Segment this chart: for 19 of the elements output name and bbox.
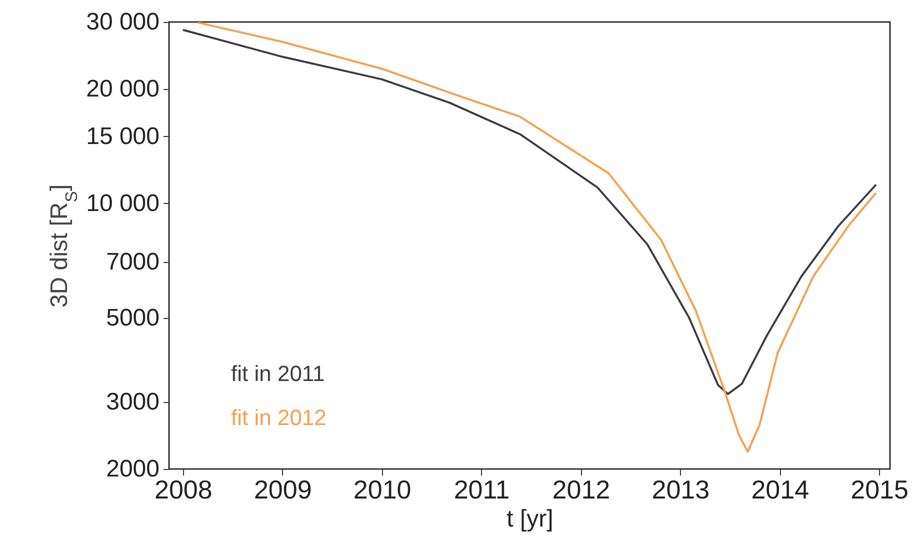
line-series	[196, 22, 878, 453]
y-tick-label: 15 000	[86, 122, 160, 150]
x-tick-label: 2011	[454, 474, 510, 504]
y-tick-label: 10 000	[86, 190, 160, 217]
y-tick-label: 20 000	[86, 75, 160, 102]
x-tick-label: 2009	[254, 474, 312, 504]
x-tick-label: 2015	[850, 474, 908, 504]
y-tick-label: 3000	[106, 388, 160, 416]
y-tick-label: 5000	[106, 304, 160, 332]
y-tick-label: 30 000	[86, 8, 160, 36]
x-tick-label: 2012	[552, 474, 610, 504]
x-tick-label: 2010	[353, 474, 412, 504]
y-tick-label: 7000	[106, 248, 160, 276]
x-axis-title: t [yr]	[506, 506, 554, 532]
text: fit in 2011	[231, 361, 325, 386]
x-tick-label: 2013	[652, 474, 710, 504]
line-series	[182, 28, 878, 396]
text: fit in 2012	[231, 405, 326, 430]
x-tick-label: 2014	[751, 474, 810, 504]
